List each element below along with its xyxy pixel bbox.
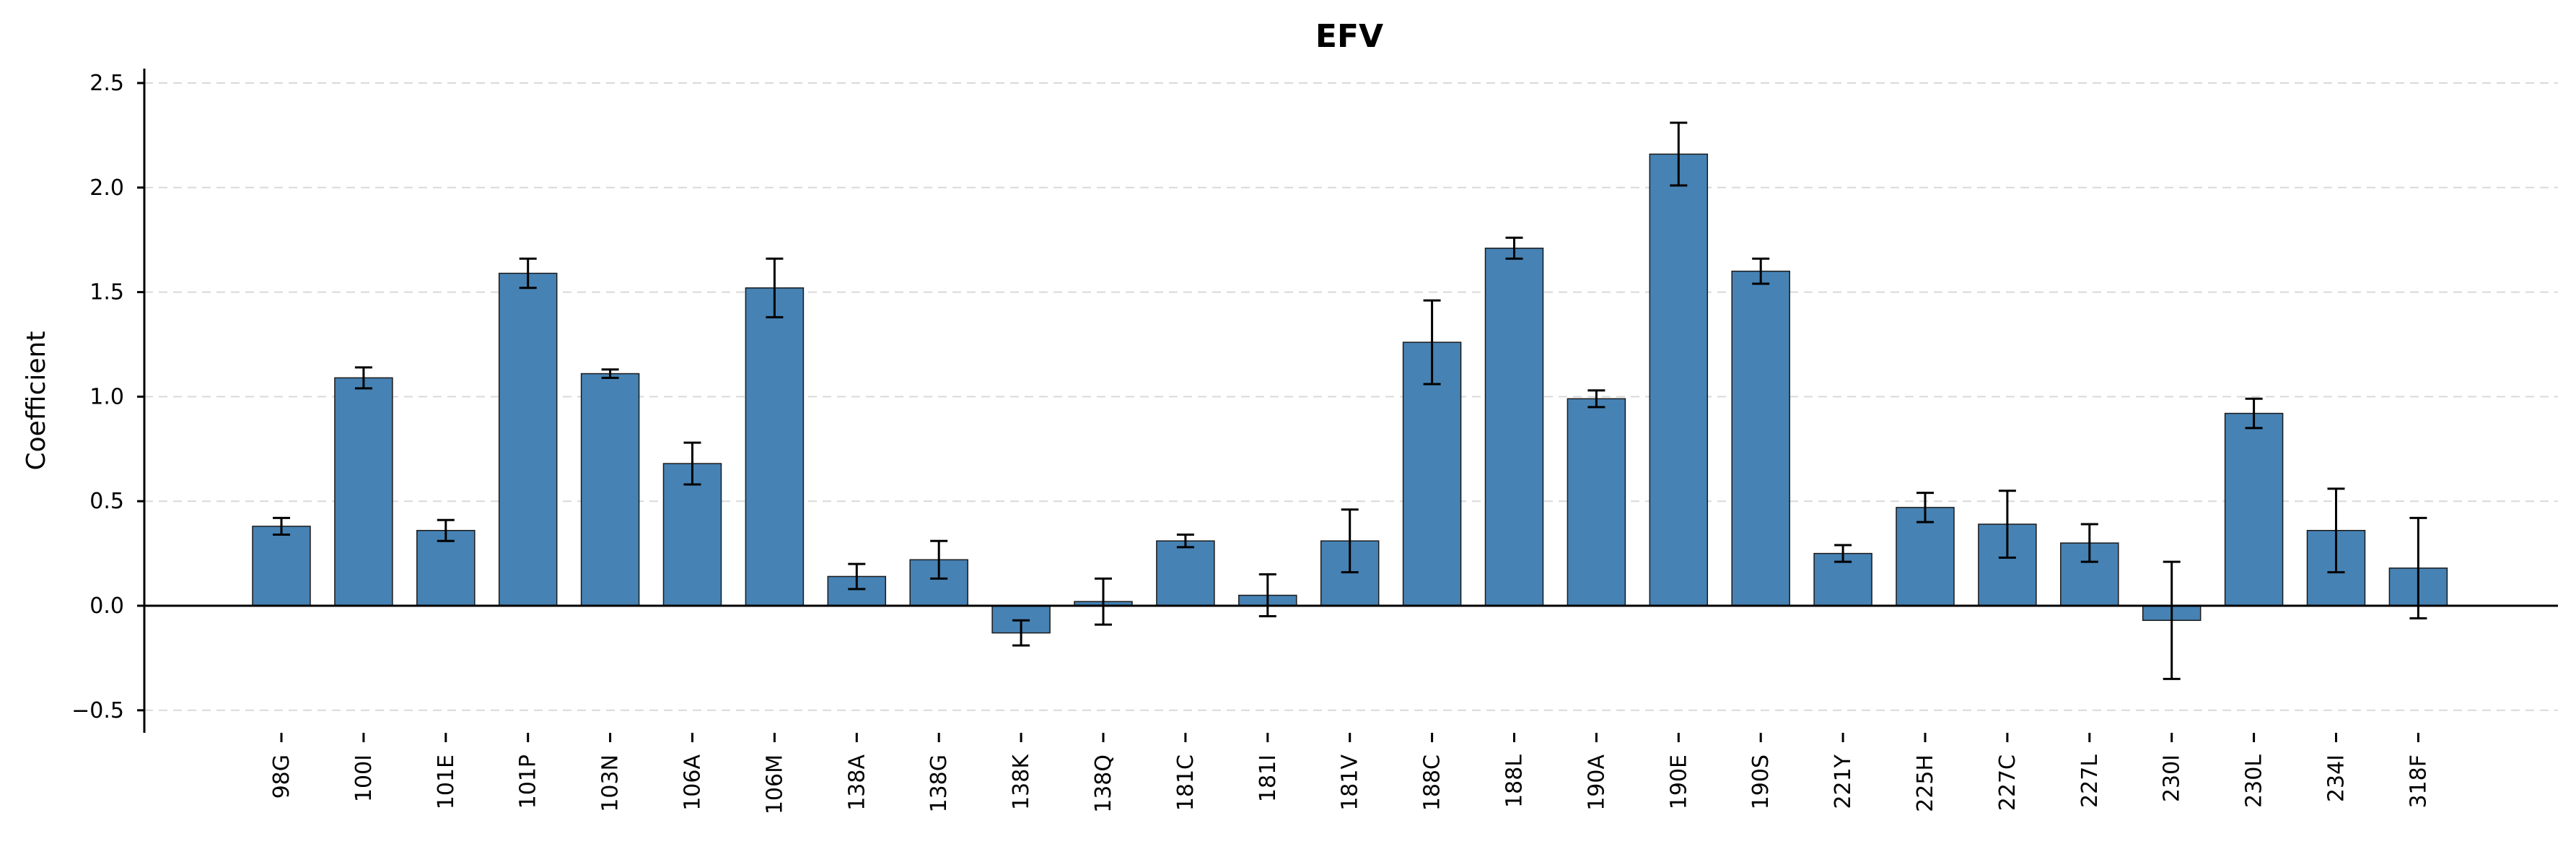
y-ticks: −0.5 0.0 0.5 1.0 1.5 2.0 2.5 — [71, 71, 144, 723]
y-tick-label: 1.5 — [89, 280, 124, 305]
bar — [580, 373, 640, 606]
x-tick-label: 230L — [2242, 754, 2267, 808]
bar — [1649, 153, 1709, 606]
x-tick-label: 138G — [926, 754, 952, 813]
bar — [1484, 248, 1544, 606]
x-ticks: 98G 100I 101E 101P 103N 106A 106M 138A 138G 138K 1… — [269, 733, 2431, 814]
bar — [662, 463, 722, 606]
x-tick-label: 106A — [680, 754, 706, 811]
x-tick-label: 101P — [516, 754, 541, 809]
x-tick-label: 100I — [351, 754, 377, 802]
gridlines — [144, 82, 2558, 711]
bar — [416, 529, 476, 606]
errorbars-group — [273, 121, 2427, 680]
bar — [745, 287, 805, 606]
y-tick-label: 0.0 — [89, 593, 124, 619]
x-tick-label: 190A — [1584, 754, 1609, 811]
bar — [1156, 540, 1215, 606]
x-tick-label: 101E — [434, 754, 459, 809]
bar — [2224, 412, 2284, 606]
x-tick-label: 188L — [1502, 754, 1528, 808]
x-tick-label: 318F — [2406, 754, 2431, 809]
y-tick-label: 1.0 — [89, 384, 124, 409]
y-tick-label: 0.5 — [89, 489, 124, 514]
x-tick-label: 230I — [2160, 754, 2185, 802]
bar — [1567, 398, 1626, 606]
x-tick-label: 98G — [269, 754, 294, 799]
chart-title: EFV — [1315, 18, 1383, 55]
bar — [1402, 341, 1462, 606]
x-tick-label: 234I — [2324, 754, 2349, 802]
y-tick-label: −0.5 — [71, 698, 124, 723]
y-axis-label: Coefficient — [22, 331, 51, 471]
x-tick-label: 227C — [1995, 754, 2020, 811]
x-tick-label: 138K — [1009, 754, 1034, 810]
bar — [1731, 270, 1790, 606]
bar — [498, 272, 558, 606]
x-tick-label: 138A — [844, 754, 869, 811]
y-tick-label: 2.0 — [89, 175, 124, 201]
bar — [252, 526, 311, 606]
x-tick-label: 190S — [1748, 754, 1774, 809]
x-tick-label: 106M — [762, 754, 787, 814]
x-tick-label: 225H — [1913, 754, 1938, 812]
x-tick-label: 188C — [1420, 754, 1445, 811]
x-tick-label: 181I — [1256, 754, 1281, 802]
x-tick-label: 103N — [598, 754, 623, 812]
x-tick-label: 181C — [1173, 754, 1199, 811]
x-tick-label: 227L — [2077, 754, 2103, 808]
bar — [334, 377, 393, 606]
x-tick-label: 221Y — [1831, 754, 1856, 809]
x-tick-label: 190E — [1666, 754, 1691, 809]
bars-group — [252, 153, 2448, 634]
x-tick-label: 138Q — [1091, 754, 1116, 813]
bar — [1896, 507, 1955, 606]
y-tick-label: 2.5 — [89, 71, 124, 96]
x-tick-label: 181V — [1338, 754, 1363, 811]
